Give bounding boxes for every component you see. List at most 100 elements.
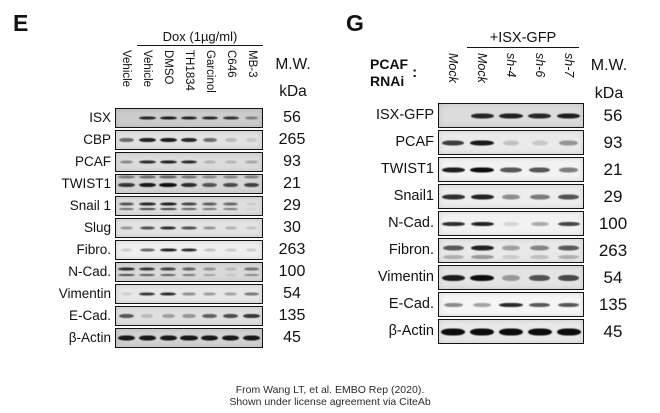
blot-strip [115, 240, 263, 260]
lane-label: Mock [474, 53, 489, 83]
protein-band [138, 335, 156, 341]
protein-band [557, 302, 580, 307]
panel-e: E Dox (1µg/ml) Vehicle Vehicle DMSO TH1834 G… [0, 0, 330, 385]
protein-band [159, 292, 177, 296]
protein-band [501, 194, 521, 199]
protein-band [470, 274, 495, 281]
protein-band [245, 248, 258, 252]
protein-band [470, 167, 495, 172]
protein-band [159, 226, 177, 230]
mw-header-line1: M.W. [275, 56, 311, 73]
protein-band [182, 314, 196, 318]
blot-row: Vimentin 54 [330, 264, 660, 291]
protein-band [531, 140, 548, 145]
blot-strip [115, 306, 263, 326]
blot-strip [115, 284, 263, 304]
protein-band [119, 138, 134, 142]
protein-label: ISX [89, 110, 111, 126]
protein-band [499, 113, 523, 118]
protein-band [502, 140, 520, 145]
pcaf-rnai-line1: PCAF [370, 56, 409, 72]
blot-strip [438, 238, 584, 263]
lane-label: MB-3 [246, 50, 259, 78]
mw-value: 45 [283, 329, 301, 346]
protein-label: β-Actin [388, 323, 434, 340]
protein-band [224, 226, 237, 230]
protein-band [530, 245, 550, 251]
blot-row: N-Cad. 100 [330, 210, 660, 237]
mw-value: 29 [283, 197, 301, 214]
blot-strip [438, 130, 584, 155]
protein-band [222, 175, 239, 179]
protein-band [138, 116, 156, 120]
protein-label: Fibron. [388, 242, 434, 259]
lane-labels: Vehicle Vehicle DMSO TH1834 Garcinol C646 MB-3 [115, 50, 263, 107]
blot-strip [115, 196, 263, 216]
mw-header-line1: M.W. [590, 57, 628, 74]
protein-label: E-Cad. [68, 308, 111, 324]
protein-band [530, 221, 549, 226]
mw-header-line2: kDa [279, 82, 307, 100]
lane-label: Vehicle [140, 50, 153, 88]
blot-strip [438, 319, 584, 344]
blot-row: E-Cad. 135 [0, 305, 330, 327]
protein-label: CBP [83, 132, 111, 148]
protein-band [160, 273, 177, 276]
protein-band [139, 160, 156, 164]
protein-band [202, 314, 218, 318]
protein-band [182, 292, 196, 296]
blot-strip [115, 108, 263, 128]
protein-band [118, 182, 135, 187]
panel-letter-e: E [13, 10, 29, 36]
mw-value: 56 [603, 106, 623, 125]
protein-band [120, 248, 133, 252]
blot-row: Fibro. 263 [0, 239, 330, 261]
protein-band [243, 314, 260, 318]
protein-band [117, 335, 135, 341]
protein-band [557, 274, 580, 281]
protein-band [243, 182, 260, 187]
protein-band [556, 113, 581, 118]
protein-band [160, 267, 177, 271]
blot-row: Snail 1 29 [0, 195, 330, 217]
protein-band [244, 273, 259, 276]
protein-band [530, 194, 550, 199]
blot-row: Fibron. 263 [330, 237, 660, 264]
protein-band [180, 116, 198, 120]
blot-row: TWIST1 21 [0, 173, 330, 195]
protein-band [529, 167, 551, 172]
mw-value: 100 [598, 214, 628, 233]
lane-label: sh-6 [533, 53, 548, 78]
protein-band [203, 273, 217, 276]
protein-band [557, 221, 580, 226]
protein-band [202, 138, 218, 142]
blot-row: CBP 265 [0, 129, 330, 151]
protein-band [159, 248, 177, 252]
protein-band [118, 208, 134, 211]
blot-strip [438, 292, 584, 317]
protein-band [119, 226, 133, 230]
protein-band [242, 335, 261, 341]
protein-band [224, 267, 237, 271]
mw-value: 93 [283, 153, 301, 170]
protein-band [530, 254, 550, 259]
protein-label: Fibro. [76, 242, 111, 258]
protein-band [138, 175, 156, 179]
mw-value: 93 [603, 133, 623, 152]
protein-label: N-Cad. [68, 264, 111, 280]
protein-band [498, 328, 524, 335]
protein-band [180, 160, 198, 164]
blot-row: Vimentin 54 [0, 283, 330, 305]
protein-band [159, 160, 177, 164]
protein-band [202, 208, 218, 211]
blot-rows: ISX-GFP 56 PCAF 93 TWIST1 21 Snail1 29 N-Cad. 100… [330, 102, 660, 345]
protein-band [224, 160, 237, 164]
protein-band [470, 194, 494, 199]
protein-band [139, 292, 156, 296]
blot-strip [115, 328, 263, 348]
protein-band [441, 328, 466, 335]
protein-band [558, 167, 579, 172]
mw-header-line2: kDa [594, 84, 624, 102]
protein-band [245, 226, 258, 230]
blot-row: β-Actin 45 [0, 327, 330, 349]
